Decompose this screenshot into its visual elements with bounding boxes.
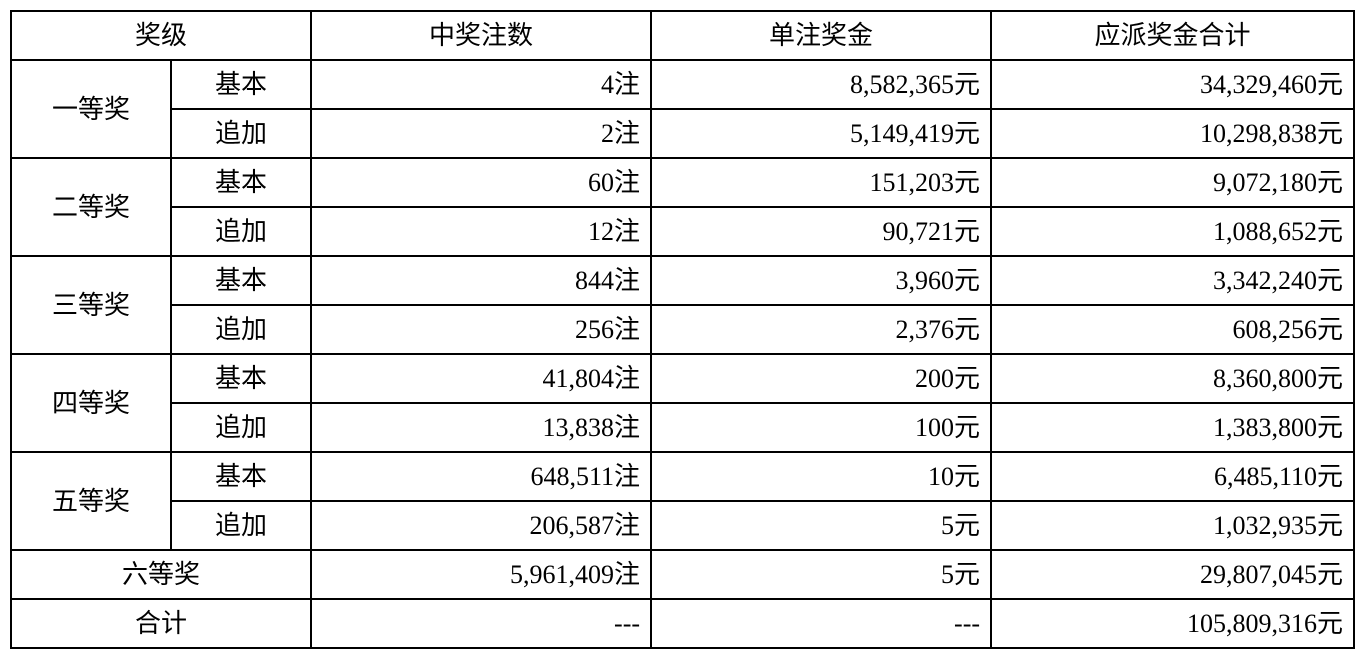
level-cell: 四等奖 — [11, 354, 171, 452]
subtype-cell: 基本 — [171, 256, 311, 305]
count-cell: 13,838注 — [311, 403, 651, 452]
total-cell: 105,809,316元 — [991, 599, 1354, 648]
table-row: 追加 256注 2,376元 608,256元 — [11, 305, 1354, 354]
unit-cell: 2,376元 — [651, 305, 991, 354]
subtype-cell: 基本 — [171, 60, 311, 109]
count-cell: 60注 — [311, 158, 651, 207]
unit-cell: 90,721元 — [651, 207, 991, 256]
unit-cell: 100元 — [651, 403, 991, 452]
table-row: 二等奖 基本 60注 151,203元 9,072,180元 — [11, 158, 1354, 207]
unit-cell: 5元 — [651, 550, 991, 599]
subtype-cell: 基本 — [171, 158, 311, 207]
count-cell: --- — [311, 599, 651, 648]
unit-cell: 8,582,365元 — [651, 60, 991, 109]
header-level: 奖级 — [11, 11, 311, 60]
count-cell: 4注 — [311, 60, 651, 109]
table-row: 一等奖 基本 4注 8,582,365元 34,329,460元 — [11, 60, 1354, 109]
header-count: 中奖注数 — [311, 11, 651, 60]
table-row: 追加 13,838注 100元 1,383,800元 — [11, 403, 1354, 452]
table-row: 五等奖 基本 648,511注 10元 6,485,110元 — [11, 452, 1354, 501]
level-cell: 六等奖 — [11, 550, 311, 599]
table-row: 追加 206,587注 5元 1,032,935元 — [11, 501, 1354, 550]
unit-cell: 5,149,419元 — [651, 109, 991, 158]
table-row: 追加 12注 90,721元 1,088,652元 — [11, 207, 1354, 256]
prize-table: 奖级 中奖注数 单注奖金 应派奖金合计 一等奖 基本 4注 8,582,365元… — [10, 10, 1355, 649]
unit-cell: 151,203元 — [651, 158, 991, 207]
subtype-cell: 追加 — [171, 305, 311, 354]
total-cell: 1,032,935元 — [991, 501, 1354, 550]
unit-cell: 5元 — [651, 501, 991, 550]
table-row: 三等奖 基本 844注 3,960元 3,342,240元 — [11, 256, 1354, 305]
count-cell: 648,511注 — [311, 452, 651, 501]
unit-cell: 10元 — [651, 452, 991, 501]
total-cell: 10,298,838元 — [991, 109, 1354, 158]
level-cell: 一等奖 — [11, 60, 171, 158]
count-cell: 256注 — [311, 305, 651, 354]
level-cell: 二等奖 — [11, 158, 171, 256]
table-row-sum: 合计 --- --- 105,809,316元 — [11, 599, 1354, 648]
subtype-cell: 基本 — [171, 354, 311, 403]
table-row-sixth: 六等奖 5,961,409注 5元 29,807,045元 — [11, 550, 1354, 599]
count-cell: 12注 — [311, 207, 651, 256]
table-row: 四等奖 基本 41,804注 200元 8,360,800元 — [11, 354, 1354, 403]
total-cell: 608,256元 — [991, 305, 1354, 354]
total-cell: 34,329,460元 — [991, 60, 1354, 109]
unit-cell: 200元 — [651, 354, 991, 403]
level-cell: 五等奖 — [11, 452, 171, 550]
total-cell: 1,383,800元 — [991, 403, 1354, 452]
header-total: 应派奖金合计 — [991, 11, 1354, 60]
total-cell: 6,485,110元 — [991, 452, 1354, 501]
level-cell: 三等奖 — [11, 256, 171, 354]
subtype-cell: 追加 — [171, 403, 311, 452]
total-cell: 1,088,652元 — [991, 207, 1354, 256]
unit-cell: 3,960元 — [651, 256, 991, 305]
count-cell: 844注 — [311, 256, 651, 305]
count-cell: 41,804注 — [311, 354, 651, 403]
subtype-cell: 追加 — [171, 109, 311, 158]
level-cell: 合计 — [11, 599, 311, 648]
total-cell: 29,807,045元 — [991, 550, 1354, 599]
unit-cell: --- — [651, 599, 991, 648]
total-cell: 8,360,800元 — [991, 354, 1354, 403]
count-cell: 206,587注 — [311, 501, 651, 550]
table-row: 追加 2注 5,149,419元 10,298,838元 — [11, 109, 1354, 158]
count-cell: 5,961,409注 — [311, 550, 651, 599]
total-cell: 3,342,240元 — [991, 256, 1354, 305]
header-unit: 单注奖金 — [651, 11, 991, 60]
subtype-cell: 基本 — [171, 452, 311, 501]
total-cell: 9,072,180元 — [991, 158, 1354, 207]
table-header-row: 奖级 中奖注数 单注奖金 应派奖金合计 — [11, 11, 1354, 60]
subtype-cell: 追加 — [171, 207, 311, 256]
subtype-cell: 追加 — [171, 501, 311, 550]
count-cell: 2注 — [311, 109, 651, 158]
